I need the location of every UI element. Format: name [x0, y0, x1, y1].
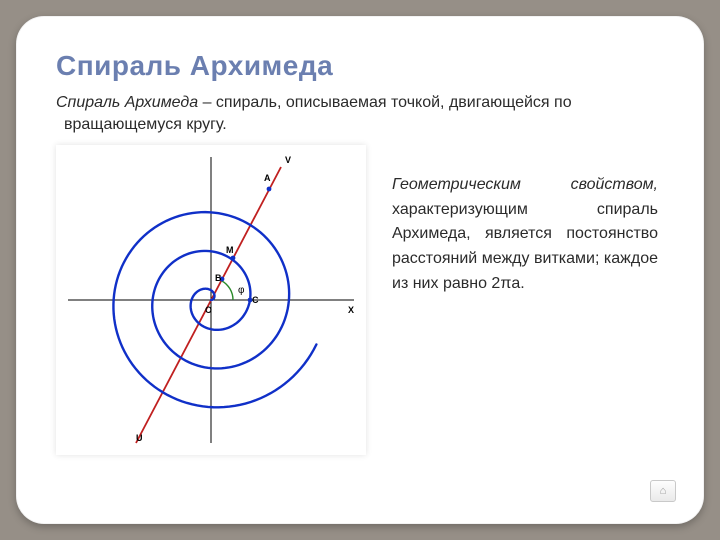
spiral-svg: O X V U A M B Cφ — [56, 145, 366, 455]
home-button[interactable]: ⌂ — [650, 480, 676, 502]
svg-text:U: U — [136, 433, 143, 443]
svg-text:X: X — [348, 305, 354, 315]
svg-text:A: A — [264, 173, 271, 183]
svg-text:C: C — [252, 295, 259, 305]
svg-text:B: B — [215, 273, 222, 283]
svg-text:V: V — [285, 155, 291, 165]
slide-card: Спираль Архимеда Спираль Архимеда – спир… — [16, 16, 704, 524]
svg-text:M: M — [226, 245, 234, 255]
svg-text:O: O — [205, 305, 212, 315]
spiral-diagram: O X V U A M B Cφ — [56, 145, 366, 455]
slide-background: Спираль Архимеда Спираль Архимеда – спир… — [0, 0, 720, 540]
definition-term: Спираль Архимеда — [56, 94, 198, 111]
definition-text: Спираль Архимеда – спираль, описываемая … — [56, 92, 664, 137]
page-title: Спираль Архимеда — [56, 50, 664, 82]
property-body: характеризующим спираль Архимеда, являет… — [392, 201, 658, 292]
svg-text:φ: φ — [238, 285, 245, 296]
property-emphasis: Геометрическим свойством, — [392, 176, 658, 193]
content-row: O X V U A M B Cφ Геометрическим свойством, хара… — [56, 145, 664, 455]
home-icon: ⌂ — [660, 485, 667, 497]
property-text: Геометрическим свойством, характеризующи… — [392, 145, 664, 297]
